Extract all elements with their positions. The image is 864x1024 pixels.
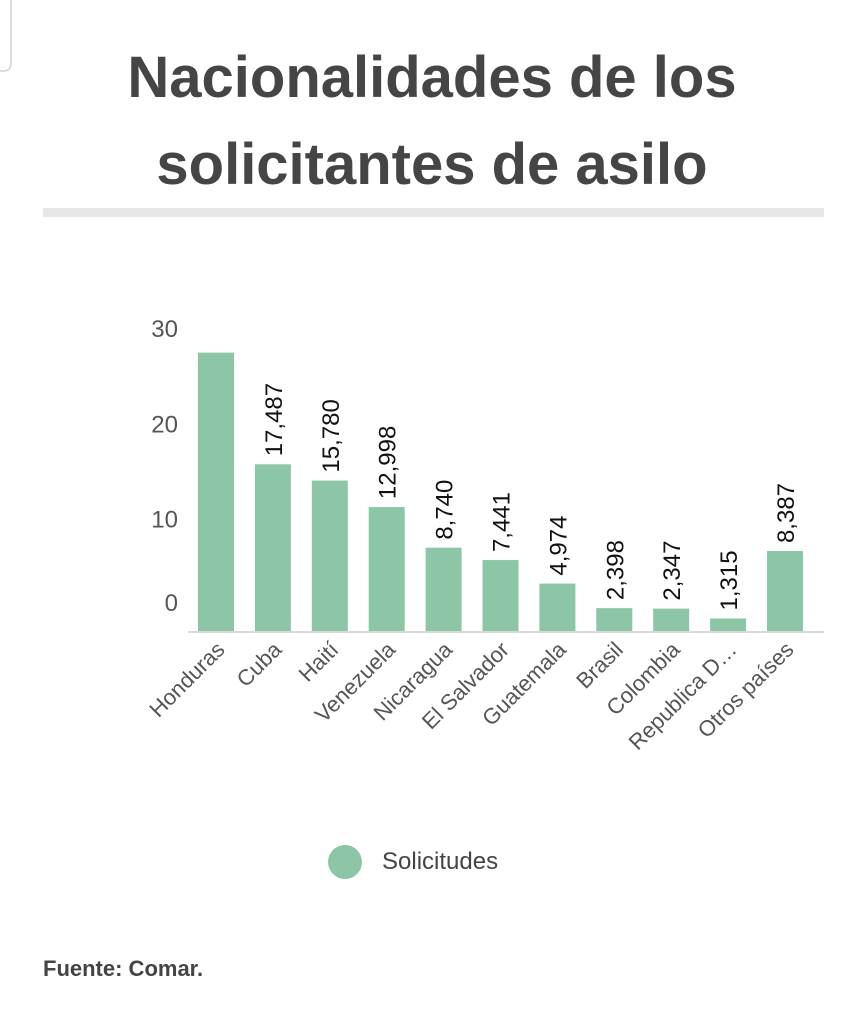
chart-title: Nacionalidades de los solicitantes de as… bbox=[0, 34, 864, 208]
bar bbox=[539, 583, 576, 631]
data-label: 7,441 bbox=[489, 492, 516, 552]
data-label: 4,974 bbox=[545, 516, 572, 576]
x-tick-label: Haití bbox=[294, 637, 344, 687]
legend-swatch bbox=[328, 845, 362, 879]
data-label: 2,398 bbox=[602, 540, 629, 600]
bar bbox=[198, 352, 234, 631]
data-label: 8,740 bbox=[432, 480, 459, 540]
bar bbox=[596, 608, 633, 631]
bar bbox=[767, 551, 803, 631]
data-label: 17,487 bbox=[261, 383, 288, 456]
data-label: 15,780 bbox=[318, 399, 345, 472]
x-tick-label: Cuba bbox=[232, 636, 287, 691]
title-divider bbox=[43, 208, 824, 217]
bar bbox=[311, 480, 348, 631]
data-label: 2,347 bbox=[659, 541, 686, 601]
y-tick-label: 0 bbox=[165, 590, 178, 617]
y-tick-label: 20 bbox=[151, 411, 178, 438]
page-corner-tab bbox=[0, 0, 12, 72]
chart-title-line-1: Nacionalidades de los bbox=[127, 45, 737, 110]
data-label: 8,387 bbox=[773, 483, 800, 543]
data-label: 1,315 bbox=[716, 550, 743, 610]
source-note: Fuente: Comar. bbox=[43, 956, 204, 981]
chart-title-line-2: solicitantes de asilo bbox=[156, 132, 708, 197]
bar bbox=[425, 547, 462, 631]
chart-legend: Solicitudes bbox=[328, 845, 498, 879]
bar bbox=[710, 618, 747, 631]
bar-chart: 0 10 20 30 Honduras 17,487 Cuba 15,780 Haití 12,9… bbox=[144, 316, 824, 755]
bar bbox=[482, 560, 519, 631]
data-label: 12,998 bbox=[375, 426, 402, 499]
bar bbox=[254, 464, 291, 631]
y-tick-label: 10 bbox=[151, 507, 178, 534]
x-tick-label: Honduras bbox=[144, 637, 229, 722]
bar bbox=[368, 507, 405, 631]
y-tick-label: 30 bbox=[151, 316, 178, 343]
bar bbox=[653, 608, 690, 631]
legend-label: Solicitudes bbox=[382, 848, 499, 875]
